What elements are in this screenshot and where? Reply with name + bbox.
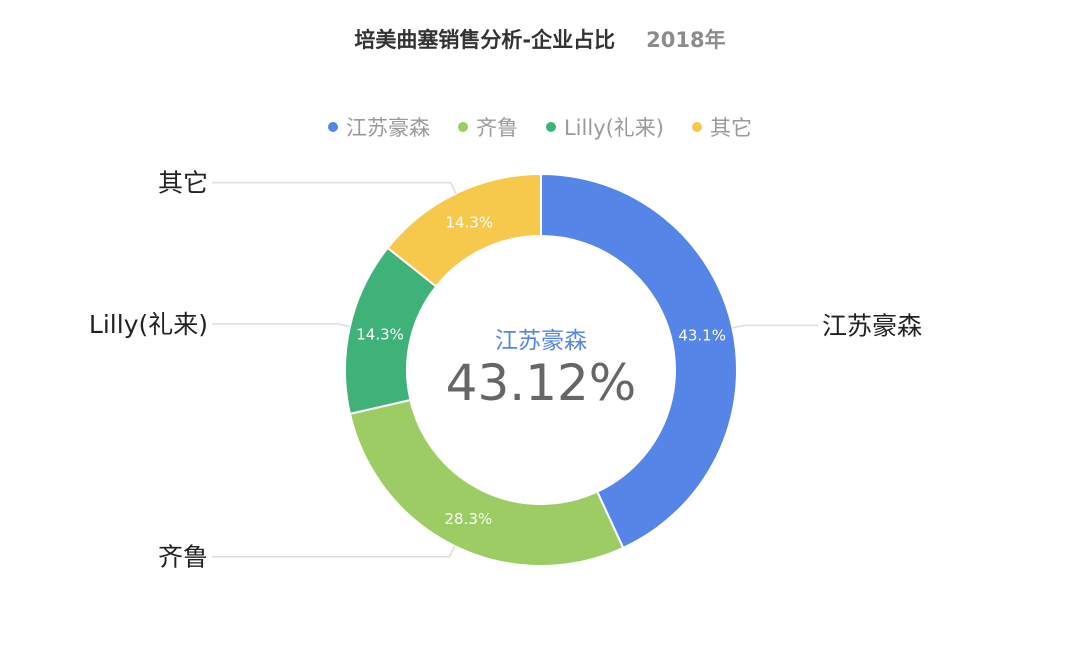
legend-dot-icon [327, 122, 338, 132]
slice-other[interactable] [386, 172, 542, 288]
legend-label: 江苏豪森 [345, 116, 430, 140]
slice-name-label: Lilly(礼来) [89, 310, 208, 339]
chart-title-main: 培美曲塞销售分析-企业占比 [354, 28, 616, 52]
legend-label: Lilly(礼来) [563, 116, 665, 140]
slice-percent-label: 14.3% [446, 213, 494, 231]
leader-line [732, 324, 818, 329]
legend-item-qilu[interactable]: 齐鲁 [457, 112, 518, 142]
legend-label: 其它 [710, 116, 753, 140]
legend-item-lilly[interactable]: Lilly(礼来) [545, 112, 665, 142]
leader-line [212, 181, 457, 194]
center-value: 43.12% [446, 354, 637, 412]
legend-item-jiangsu-haosen[interactable]: 江苏豪森 [327, 112, 430, 142]
leader-line [212, 545, 456, 558]
legend: 江苏豪森 齐鲁 Lilly(礼来) 其它 [0, 112, 1080, 142]
legend-item-other[interactable]: 其它 [692, 112, 752, 142]
legend-dot-icon [457, 122, 468, 132]
slice-percent-label: 28.3% [445, 510, 493, 528]
legend-dot-icon [545, 122, 556, 132]
legend-dot-icon [692, 122, 703, 132]
slice-percent-label: 14.3% [356, 325, 404, 343]
leader-line [212, 323, 351, 328]
slice-percent-label: 43.1% [678, 327, 726, 345]
chart-title-year: 2018年 [646, 28, 726, 52]
center-label: 江苏豪森 [495, 328, 587, 354]
slice-qilu[interactable] [348, 398, 625, 567]
chart-title: 培美曲塞销售分析-企业占比 2018年 [0, 24, 1080, 54]
slice-name-label: 其它 [158, 169, 208, 198]
slice-jiangsu-haosen[interactable] [540, 172, 738, 550]
slice-name-label: 齐鲁 [158, 543, 208, 572]
legend-label: 齐鲁 [475, 116, 518, 140]
slice-name-label: 江苏豪森 [822, 311, 922, 340]
